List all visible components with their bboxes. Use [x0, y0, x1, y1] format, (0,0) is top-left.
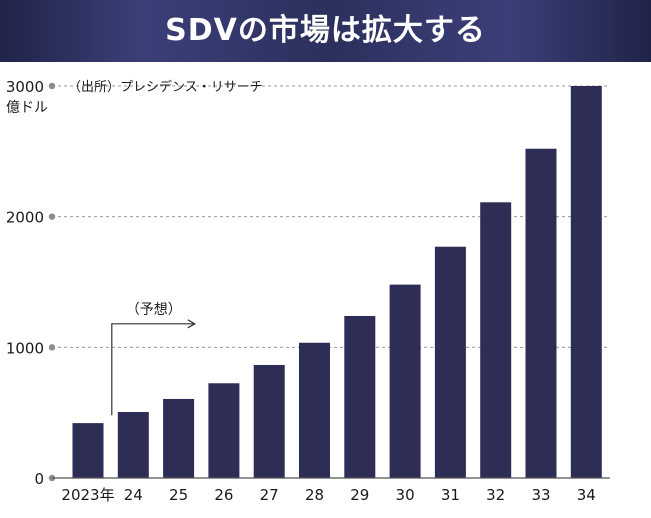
x-tick-label-34: 34 — [577, 486, 596, 504]
y-tick-label-0: 0 — [34, 470, 44, 488]
tick-dot-2000 — [48, 213, 56, 220]
x-tick-label-29: 29 — [350, 486, 369, 504]
bar-32 — [480, 202, 512, 478]
x-tick-label-26: 26 — [214, 486, 233, 504]
labels: 0 1000 2000 3000 億ドル （出所）プレシデンス・リサーチ 2023年 24 25… — [6, 78, 596, 504]
bar-30 — [389, 284, 421, 478]
bar-24 — [117, 412, 149, 478]
x-tick-label-30: 30 — [396, 486, 415, 504]
bar-26 — [208, 383, 240, 478]
source-note: （出所）プレシデンス・リサーチ — [68, 79, 263, 95]
x-tick-label-33: 33 — [531, 486, 550, 504]
tick-dot-1000 — [48, 344, 56, 351]
x-tick-label-27: 27 — [260, 486, 279, 504]
axis — [48, 82, 610, 482]
forecast-label: （予想） — [126, 302, 182, 318]
bars — [72, 86, 602, 478]
y-tick-label-1000: 1000 — [6, 339, 44, 357]
tick-dot-3000 — [48, 82, 56, 90]
x-tick-label-28: 28 — [305, 486, 324, 504]
bar-2023年 — [72, 423, 104, 478]
bar-33 — [525, 148, 557, 478]
forecast-bracket — [111, 323, 194, 416]
bar-28 — [299, 342, 330, 478]
x-tick-label-25: 25 — [169, 486, 188, 504]
bar-25 — [163, 398, 195, 478]
y-tick-label-3000: 3000 — [6, 78, 44, 96]
x-tick-label-2023年: 2023年 — [61, 486, 114, 504]
x-tick-label-31: 31 — [441, 486, 460, 504]
title-banner: SDVの市場は拡大する — [0, 0, 651, 62]
bar-34 — [570, 86, 602, 478]
y-tick-label-2000: 2000 — [6, 209, 44, 227]
forecast-arrowhead — [187, 319, 197, 329]
bar-31 — [434, 246, 466, 478]
unit-label: 億ドル — [6, 100, 48, 116]
x-tick-label-32: 32 — [486, 486, 505, 504]
gridlines — [58, 85, 610, 348]
chart-title: SDVの市場は拡大する — [165, 13, 486, 48]
x-tick-label-24: 24 — [124, 486, 143, 504]
bar-27 — [253, 364, 285, 478]
bar-29 — [344, 315, 376, 478]
